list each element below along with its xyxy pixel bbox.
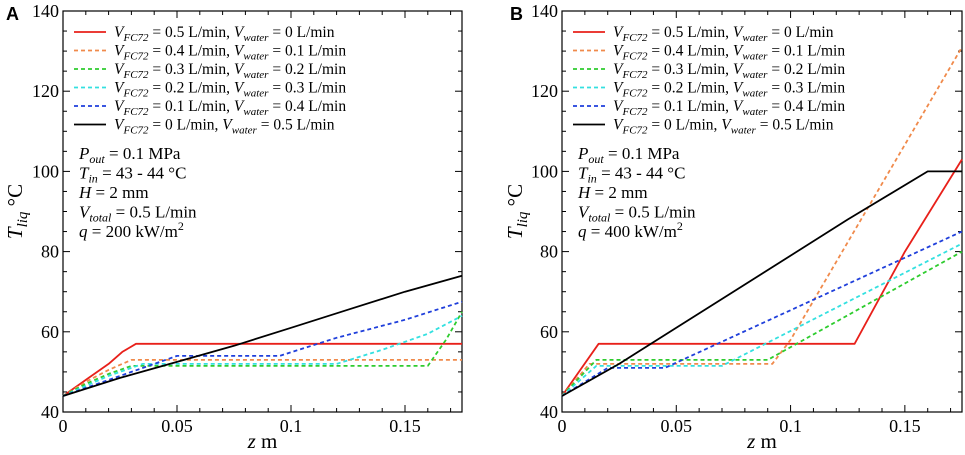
x-tick-label: 0.1 <box>779 416 802 436</box>
y-tick-label: 120 <box>32 81 59 101</box>
y-tick-label: 140 <box>32 1 59 21</box>
x-tick-label: 0.15 <box>389 416 421 436</box>
legend-entry: VFC72 = 0.1 L/min, Vwater = 0.4 L/min <box>114 98 346 118</box>
y-tick-label: 60 <box>540 322 558 342</box>
x-tick-label: 0 <box>558 416 567 436</box>
annotation-line: Pout = 0.1 MPa <box>577 144 680 166</box>
x-tick-label: 0.05 <box>661 416 693 436</box>
x-tick-label: 0 <box>59 416 68 436</box>
panel-letter: B <box>510 4 523 24</box>
annotation-line: Tin = 43 - 44 °C <box>79 164 186 186</box>
legend-entry: VFC72 = 0.3 L/min, Vwater = 0.2 L/min <box>114 61 346 81</box>
series-line-3 <box>561 242 963 397</box>
legend-entry: VFC72 = 0.5 L/min, Vwater = 0 L/min <box>114 24 335 44</box>
chart-panel-b: 0 0.05 0.1 0.15 40 60 80 100 120 140 Bz m Tliq °C VF… <box>503 1 963 453</box>
annotation-line: Vtotal = 0.5 L/min <box>79 203 197 225</box>
chart-panel-a: 0 0.05 0.1 0.15 40 60 80 100 120 140 Az m Tliq °C VF… <box>3 1 463 453</box>
y-tick-label: 140 <box>531 1 558 21</box>
y-tick-label: 60 <box>41 322 59 342</box>
series-line-3 <box>62 315 463 397</box>
annotation-line: Pout = 0.1 MPa <box>78 144 181 166</box>
legend-entry: VFC72 = 0.3 L/min, Vwater = 0.2 L/min <box>613 61 845 81</box>
legend: VFC72 = 0.5 L/min, Vwater = 0 L/minVFC72… <box>74 24 346 137</box>
legend-entry: VFC72 = 0.5 L/min, Vwater = 0 L/min <box>613 24 834 44</box>
series-line-5 <box>561 170 962 397</box>
series-line-2 <box>62 311 463 397</box>
legend-entry: VFC72 = 0.4 L/min, Vwater = 0.1 L/min <box>613 43 845 63</box>
series-line-4 <box>62 300 463 397</box>
legend: VFC72 = 0.5 L/min, Vwater = 0 L/minVFC72… <box>573 24 845 137</box>
y-tick-label: 80 <box>41 242 59 262</box>
x-axis-label: z m <box>247 429 278 453</box>
annotation-line: Vtotal = 0.5 L/min <box>578 203 696 225</box>
y-tick-label: 100 <box>531 161 558 181</box>
series-line-1 <box>561 46 963 397</box>
legend-entry: VFC72 = 0.2 L/min, Vwater = 0.3 L/min <box>613 80 845 100</box>
series-line-1 <box>62 358 462 397</box>
legend-entry: VFC72 = 0 L/min, Vwater = 0.5 L/min <box>114 117 335 137</box>
annotation-line: H = 2 mm <box>577 183 648 202</box>
y-axis-label: Tliq °C <box>503 184 531 239</box>
legend-entry: VFC72 = 0 L/min, Vwater = 0.5 L/min <box>613 117 834 137</box>
y-tick-label: 120 <box>531 81 558 101</box>
annotation-line: q = 400 kW/m2 <box>578 219 683 241</box>
y-tick-label: 40 <box>540 402 558 422</box>
panel-letter: A <box>6 4 19 24</box>
y-tick-label: 40 <box>41 402 59 422</box>
legend-entry: VFC72 = 0.2 L/min, Vwater = 0.3 L/min <box>114 80 346 100</box>
legend-entry: VFC72 = 0.4 L/min, Vwater = 0.1 L/min <box>114 43 346 63</box>
y-axis-label: Tliq °C <box>3 184 31 239</box>
annotation-line: Tin = 43 - 44 °C <box>578 164 685 186</box>
series-line-0 <box>62 342 462 397</box>
x-axis-label: z m <box>746 429 777 453</box>
legend-entry: VFC72 = 0.1 L/min, Vwater = 0.4 L/min <box>613 98 845 118</box>
x-tick-label: 0.05 <box>161 416 193 436</box>
y-tick-label: 80 <box>540 242 558 262</box>
y-tick-label: 100 <box>32 161 59 181</box>
annotation-line: H = 2 mm <box>78 183 149 202</box>
x-tick-label: 0.15 <box>889 416 921 436</box>
x-tick-label: 0.1 <box>280 416 303 436</box>
series-line-0 <box>561 158 963 397</box>
annotation-line: q = 200 kW/m2 <box>79 219 184 241</box>
series-line-5 <box>62 274 463 397</box>
